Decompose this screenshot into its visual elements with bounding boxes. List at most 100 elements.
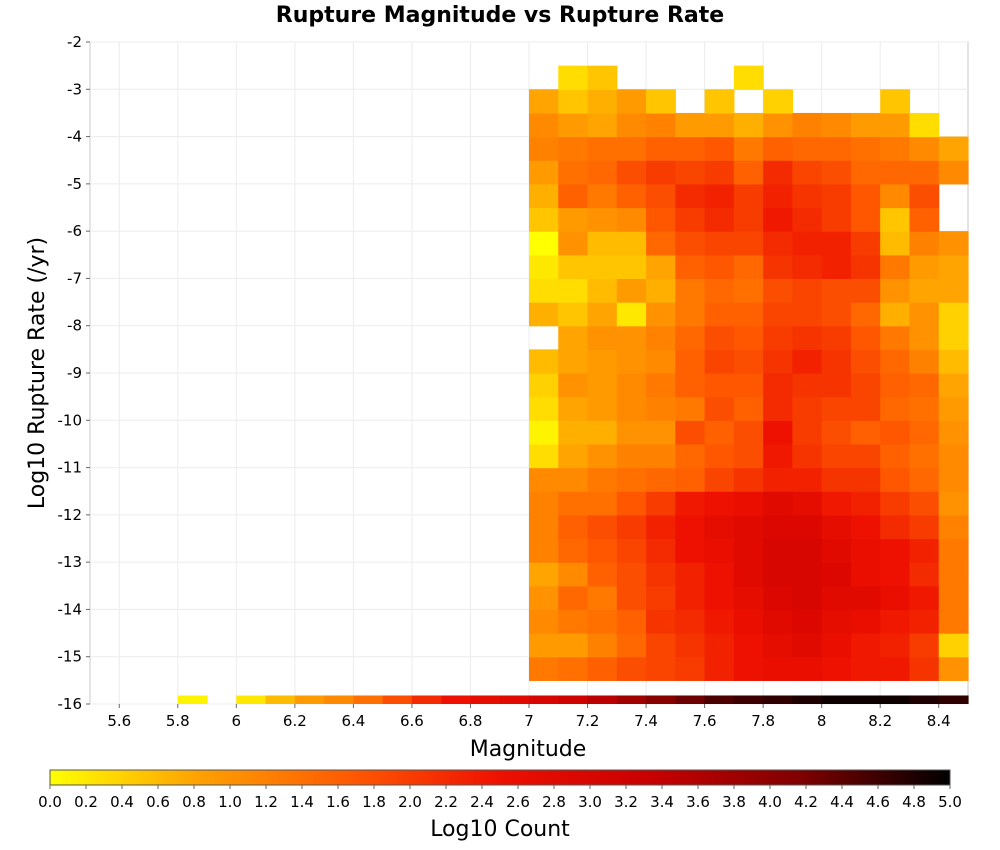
heatmap-cell [558,278,589,303]
heatmap-cell [880,349,911,374]
heatmap-cell [821,254,852,280]
heatmap-cell [704,373,735,398]
x-tick-label: 7 [524,712,534,730]
heatmap-cell [792,538,823,563]
heatmap-cell [529,467,559,492]
heatmap-cell [529,656,559,681]
heatmap-cell [880,633,911,658]
y-tick-label: -16 [58,695,83,713]
heatmap-cell [616,207,647,232]
heatmap-cell [646,514,676,540]
heatmap-cell [587,302,618,327]
heatmap-cell [938,349,969,374]
heatmap-cell [909,396,940,421]
heatmap-cell [763,207,793,232]
heatmap-cell [938,491,969,516]
heatmap-cell [587,585,618,611]
heatmap-cell [587,183,618,209]
heatmap-cell [587,491,618,516]
heatmap-cell [675,302,706,327]
heatmap-cell [646,396,676,421]
heatmap-cell [938,656,969,681]
heatmap-cell [558,325,589,350]
heatmap-cell [616,562,647,587]
y-tick-label: -14 [58,600,83,618]
heatmap-cell [529,562,559,587]
heatmap-cell [733,633,764,658]
heatmap-cell [587,231,618,256]
heatmap-cell [587,112,618,138]
heatmap-cell [558,514,589,540]
heatmap-cell [850,467,881,492]
heatmap-cell [938,585,969,611]
heatmap-cell [704,633,735,658]
heatmap-cell [850,538,881,563]
heatmap-cell [675,207,706,232]
heatmap-cell [265,695,296,704]
heatmap-cell [587,633,618,658]
heatmap-cell [763,160,793,185]
heatmap-cell [529,278,559,303]
heatmap-cell [675,396,706,421]
heatmap-cell [763,514,793,540]
heatmap-cell [675,656,706,681]
heatmap-cell [675,373,706,398]
heatmap-cell [704,538,735,563]
heatmap-cell [529,302,559,327]
heatmap-cell [821,656,852,681]
heatmap-cell [558,183,589,209]
heatmap-cell [587,254,618,280]
heatmap-cell [850,231,881,256]
colorbar-ticks: 0.0 0.2 0.4 0.6 0.8 1.0 1.2 1.4 1.6 1.8 2.0 2.2 2.4 2… [38,785,962,811]
heatmap-cell [792,207,823,232]
heatmap-cell [792,656,823,681]
heatmap-cell [704,562,735,587]
heatmap-cell [792,420,823,445]
heatmap-cell [704,278,735,303]
heatmap-cell [733,443,764,469]
heatmap-cell [792,278,823,303]
x-tick-label: 5.6 [107,712,131,730]
heatmap-cell [880,325,911,350]
heatmap-cell [529,254,559,280]
heatmap-cell [616,656,647,681]
heatmap-cell [616,160,647,185]
heatmap-cell [646,695,676,704]
heatmap-cell [850,396,881,421]
heatmap-cell [733,254,764,280]
heatmap-cell [646,609,676,634]
chart-title: Rupture Magnitude vs Rupture Rate [276,3,724,28]
heatmap-cell [880,396,911,421]
heatmap-cell [558,609,589,634]
heatmap-cell [880,278,911,303]
heatmap-cell [646,207,676,232]
heatmap-cell [529,160,559,185]
heatmap-cell [880,491,911,516]
heatmap-cell [792,467,823,492]
heatmap-cell [938,443,969,469]
heatmap-cell [909,585,940,611]
heatmap-cell [880,183,911,209]
y-axis-ticks: -2 -3 -4 -5 -6 -7 -8 -9 -10 -11 -12 -13 -14 -15 -16 [58,33,90,713]
colorbar-tick-label: 5.0 [938,793,962,811]
heatmap-cell [587,695,618,704]
heatmap-cell [587,325,618,350]
x-tick-label: 6.8 [459,712,483,730]
heatmap-cell [909,231,940,256]
heatmap-cell [529,633,559,658]
heatmap-cell [616,443,647,469]
colorbar-tick-label: 2.8 [542,793,566,811]
heatmap-cell [529,136,559,161]
heatmap-cell [529,207,559,232]
heatmap-cell [850,302,881,327]
heatmap-cell [704,254,735,280]
heatmap-cell [850,695,881,704]
heatmap-cell [558,302,589,327]
heatmap-cell [821,112,852,138]
heatmap-cell [558,207,589,232]
heatmap-cell [529,396,559,421]
heatmap-cell [909,183,940,209]
colorbar-tick-label: 4.8 [902,793,926,811]
heatmap-cell [821,373,852,398]
heatmap-cells [177,65,969,704]
